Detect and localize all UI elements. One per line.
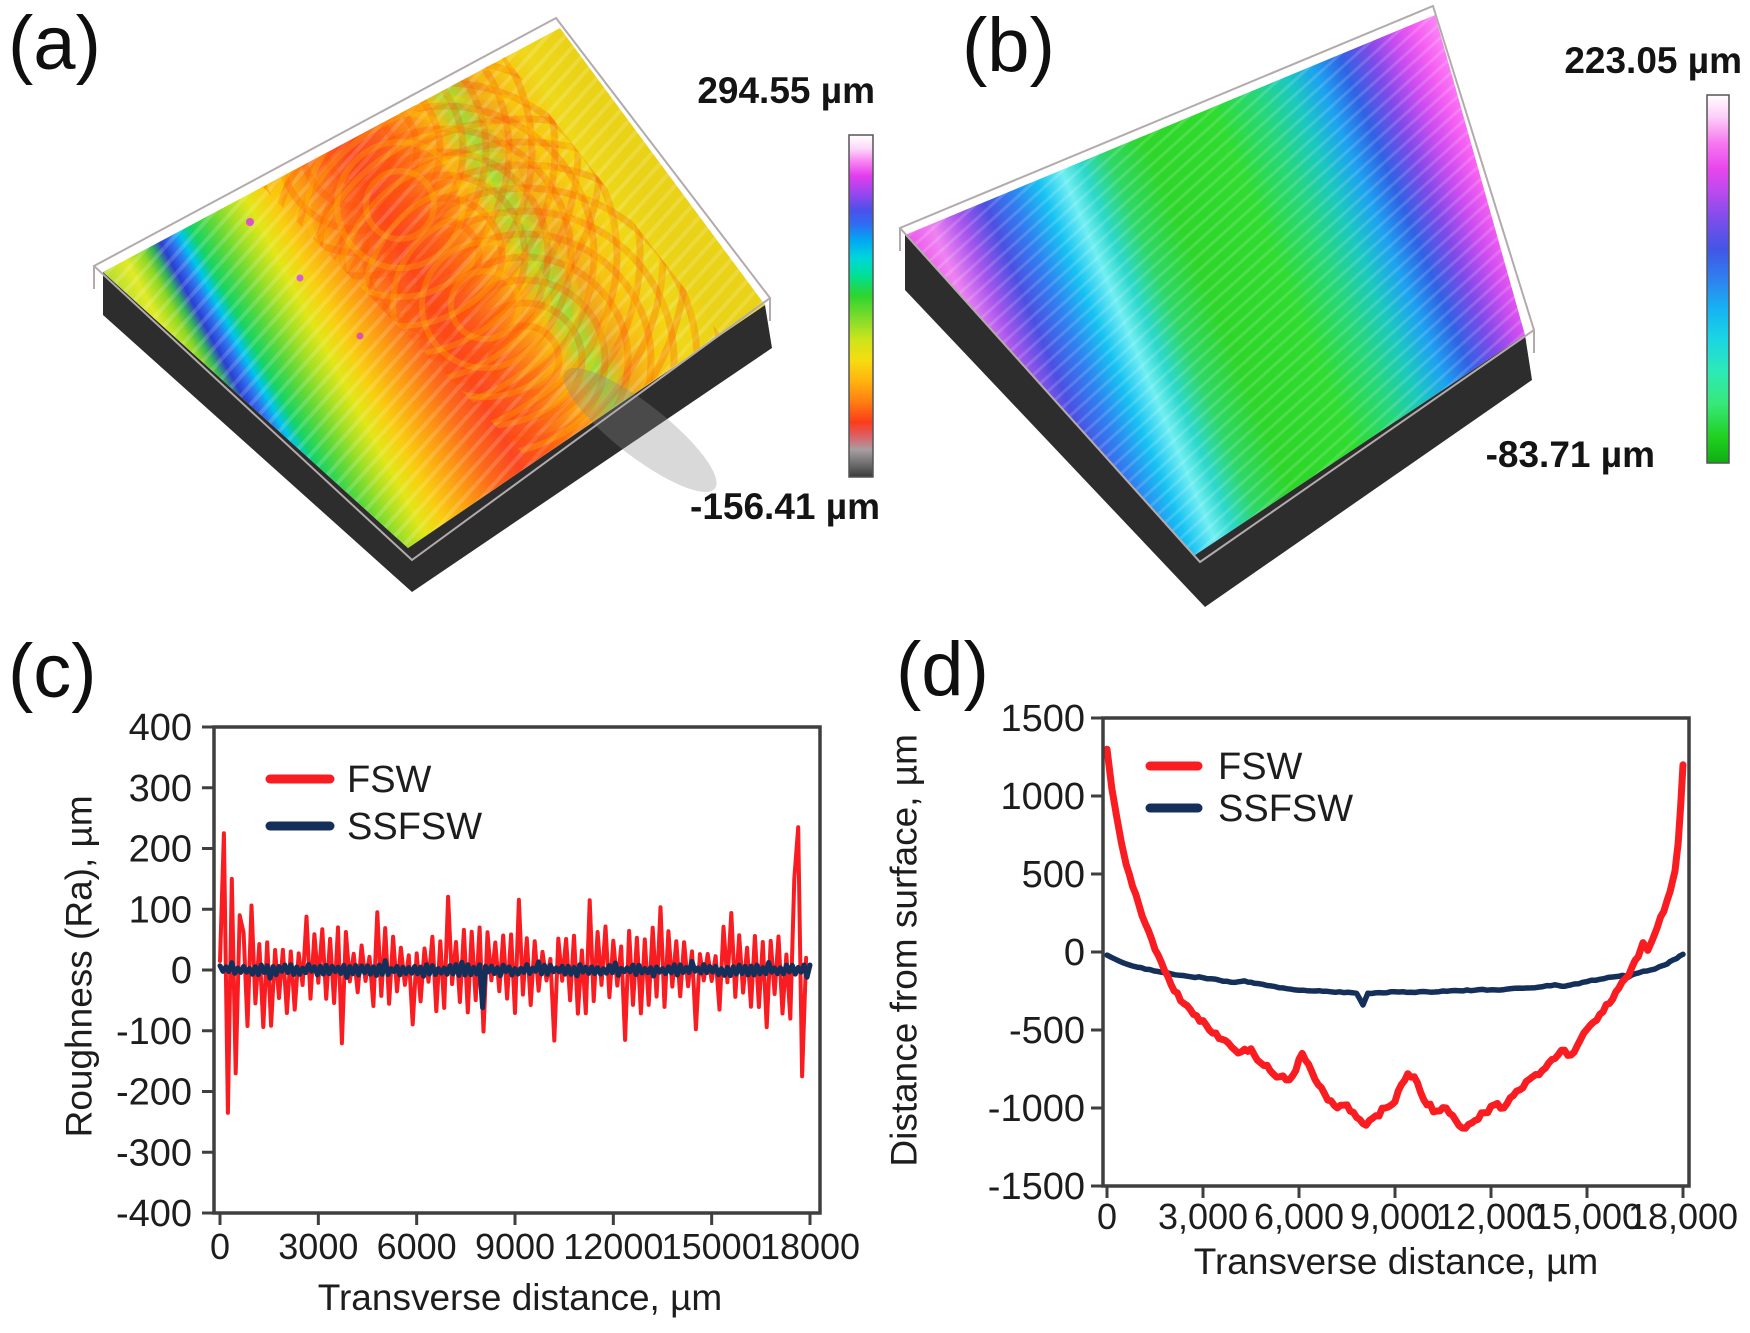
chart-d-series-ssfsw bbox=[1104, 951, 1686, 1008]
speckle-a bbox=[296, 274, 304, 282]
colorbar-a-min-label: -156.41 µm bbox=[690, 486, 880, 527]
chart-c-legend-label-ssfsw: SSFSW bbox=[347, 806, 482, 848]
ripple-arc bbox=[441, 276, 609, 444]
chart-d-y-tick-label: 1000 bbox=[1000, 776, 1085, 818]
ripple-arc bbox=[419, 239, 551, 371]
ripple-arc bbox=[487, 322, 563, 398]
speckle-a bbox=[356, 332, 364, 340]
ripple-arc bbox=[338, 148, 552, 362]
chart-d-x-tick-label: 9,000 bbox=[1350, 1196, 1440, 1237]
chart-c-y-tick-label: -400 bbox=[116, 1193, 192, 1235]
panel-label-d: (d) bbox=[896, 627, 989, 712]
chart-d-y-axis-title: Distance from surface, µm bbox=[883, 734, 925, 1167]
weld-surface-a-striping bbox=[103, 28, 765, 548]
chart-d-plot-border bbox=[1101, 716, 1691, 1188]
ripple-arc bbox=[384, 194, 506, 316]
chart-c-x-tick-label: 9000 bbox=[475, 1226, 555, 1267]
chart-d-x-tick-label: 15,000 bbox=[1532, 1196, 1642, 1237]
chart-d-y-tick-label: 500 bbox=[1022, 854, 1085, 896]
chart-c-x-tick-label: 12000 bbox=[563, 1226, 663, 1267]
chart-c-x-tick-label: 3000 bbox=[278, 1226, 358, 1267]
chart-c-x-tick-label: 6000 bbox=[377, 1226, 457, 1267]
ripple-arc bbox=[407, 217, 483, 293]
ripple-arc bbox=[263, 57, 467, 257]
chart-c-y-tick-label: 100 bbox=[129, 889, 192, 931]
ripple-arc bbox=[363, 168, 437, 242]
gray-wear-patch-a bbox=[563, 368, 717, 492]
chart-c-y-tick-label: -100 bbox=[116, 1011, 192, 1053]
chart-d-x-axis-title: Transverse distance, µm bbox=[1193, 1241, 1599, 1282]
chart-c-y-tick-label: -200 bbox=[116, 1072, 192, 1114]
chart-c-x-tick-label: 0 bbox=[210, 1226, 230, 1267]
ripple-arc bbox=[448, 268, 522, 342]
panel-label-a: (a) bbox=[8, 1, 101, 86]
colorbar-b-min-label: -83.71 µm bbox=[1485, 434, 1655, 475]
chart-c-x-tick-label: 18000 bbox=[760, 1226, 860, 1267]
chart-c-plot-border bbox=[212, 725, 822, 1215]
chart-d-x-tick-label: 6,000 bbox=[1254, 1196, 1344, 1237]
ripple-arc bbox=[263, 57, 490, 280]
chart-d-y-tick-label: -1500 bbox=[988, 1166, 1085, 1208]
chart-d-series-group bbox=[1103, 745, 1687, 1132]
chart-d-y-tick-label: 1500 bbox=[1000, 698, 1085, 740]
chart-d-legend-label-ssfsw: SSFSW bbox=[1218, 788, 1353, 830]
ripple-arc bbox=[464, 299, 586, 421]
chart-c-y-tick-label: -300 bbox=[116, 1132, 192, 1174]
chart-d-legend-label-fsw: FSW bbox=[1218, 746, 1303, 788]
chart-d-x-tick-label: 12,000 bbox=[1436, 1196, 1546, 1237]
panel-label-c: (c) bbox=[8, 629, 97, 714]
chart-c-series-group bbox=[217, 825, 813, 1115]
chart-d-x-tick-label: 3,000 bbox=[1158, 1196, 1248, 1237]
colorbar-b-max-label: 223.05 µm bbox=[1564, 40, 1742, 81]
ripple-arc bbox=[334, 139, 466, 271]
chart-c-y-tick-label: 300 bbox=[129, 768, 192, 810]
weld-surface-b-striping bbox=[905, 15, 1525, 555]
ripple-arc bbox=[361, 171, 529, 339]
wireframe-box-a bbox=[92, 16, 772, 562]
chart-c-x-tick-label: 15000 bbox=[662, 1226, 762, 1267]
wireframe-box-b bbox=[898, 4, 1536, 564]
ripple-arc bbox=[390, 210, 580, 400]
chart-d-y-tick-label: -1000 bbox=[988, 1088, 1085, 1130]
chart-d-series-fsw bbox=[1103, 745, 1687, 1132]
chart-d-x-tick-label: 18,000 bbox=[1628, 1196, 1738, 1237]
block-base-b bbox=[905, 235, 1532, 607]
chart-d-x-tick-label: 0 bbox=[1097, 1196, 1117, 1237]
chart-d-y-tick-label: -500 bbox=[1009, 1010, 1085, 1052]
chart-c-y-axis-title: Roughness (Ra), µm bbox=[58, 795, 100, 1138]
block-base-a bbox=[103, 272, 772, 592]
chart-c-series-ssfsw bbox=[217, 958, 813, 1011]
speckle-a bbox=[246, 218, 254, 226]
ripple-arc bbox=[263, 65, 720, 463]
panel-label-b: (b) bbox=[962, 3, 1055, 88]
chart-c-y-tick-label: 0 bbox=[171, 950, 192, 992]
colorbar-a bbox=[848, 134, 874, 478]
chart-c-y-tick-label: 400 bbox=[129, 707, 192, 749]
chart-c-legend-label-fsw: FSW bbox=[347, 759, 432, 801]
colorbar-a-max-label: 294.55 µm bbox=[697, 70, 875, 111]
chart-d-y-tick-label: 0 bbox=[1064, 932, 1085, 974]
colorbar-b bbox=[1706, 94, 1730, 464]
chart-c-y-tick-label: 200 bbox=[129, 829, 192, 871]
chart-c-x-axis-title: Transverse distance, µm bbox=[317, 1277, 723, 1318]
